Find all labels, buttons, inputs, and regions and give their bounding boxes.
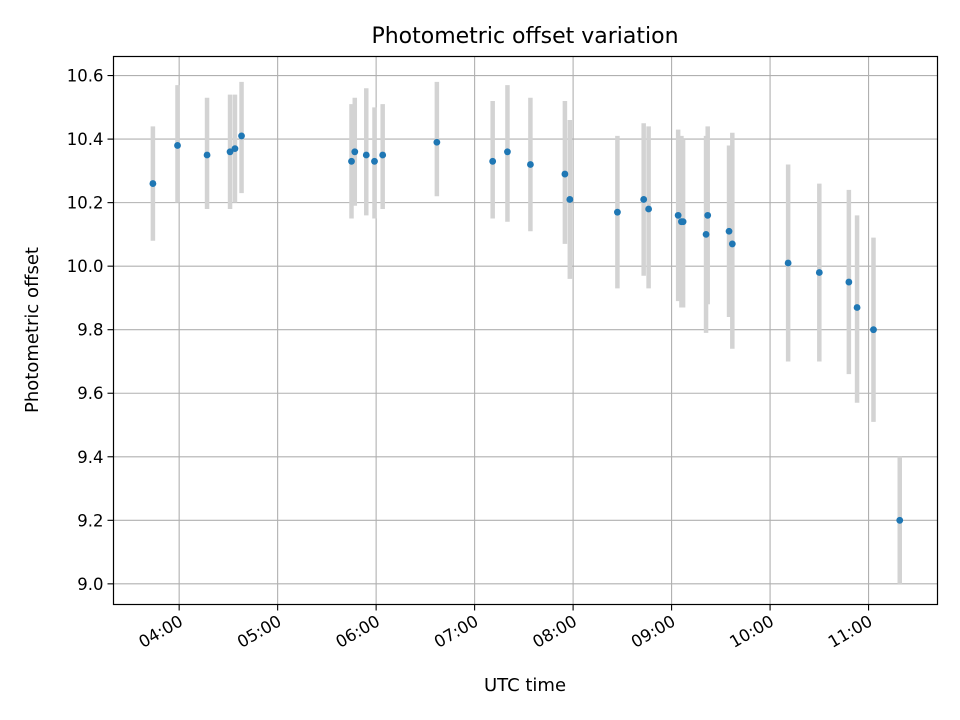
chart-title: Photometric offset variation — [371, 24, 678, 49]
data-point — [815, 269, 823, 276]
data-point — [561, 170, 569, 178]
data-point — [704, 211, 712, 219]
y-axis-label: Photometric offset — [22, 247, 43, 413]
data-point — [679, 218, 687, 226]
data-point — [174, 142, 181, 149]
data-point — [371, 157, 378, 165]
data-point — [489, 157, 497, 165]
y-tick-label: 9.8 — [77, 321, 103, 340]
y-tick-label: 9.6 — [77, 384, 103, 403]
data-points — [149, 132, 904, 524]
y-tick-label: 9.4 — [77, 448, 103, 467]
data-point — [728, 240, 736, 248]
data-point — [566, 196, 574, 203]
data-point — [362, 151, 370, 159]
y-tick-label: 10.2 — [67, 194, 104, 213]
data-point — [702, 231, 710, 238]
data-point — [527, 161, 534, 168]
data-point — [870, 326, 877, 334]
data-point — [238, 132, 245, 140]
data-point — [504, 148, 511, 156]
y-tick-label: 9.2 — [77, 511, 103, 530]
data-point — [784, 259, 792, 267]
data-point — [853, 304, 861, 311]
data-point — [149, 180, 157, 187]
data-point — [640, 196, 648, 203]
data-point — [379, 151, 387, 159]
y-tick-label: 10.6 — [67, 67, 104, 86]
data-point — [614, 208, 621, 216]
data-point — [674, 211, 682, 219]
data-point — [845, 278, 853, 286]
data-point — [896, 516, 904, 524]
data-point — [348, 157, 355, 165]
y-tick-label: 10.4 — [67, 130, 104, 149]
plot-frame — [112, 55, 939, 606]
data-point — [433, 138, 441, 146]
data-point — [351, 148, 359, 156]
y-tick-label: 9.0 — [77, 575, 103, 594]
data-point — [203, 151, 211, 159]
grid-lines — [113, 56, 938, 605]
data-point — [231, 145, 239, 153]
data-point — [725, 227, 733, 235]
x-axis-label: UTC time — [484, 675, 566, 696]
data-point — [226, 148, 234, 156]
data-point — [645, 205, 653, 213]
y-tick-label: 10.0 — [67, 257, 104, 276]
